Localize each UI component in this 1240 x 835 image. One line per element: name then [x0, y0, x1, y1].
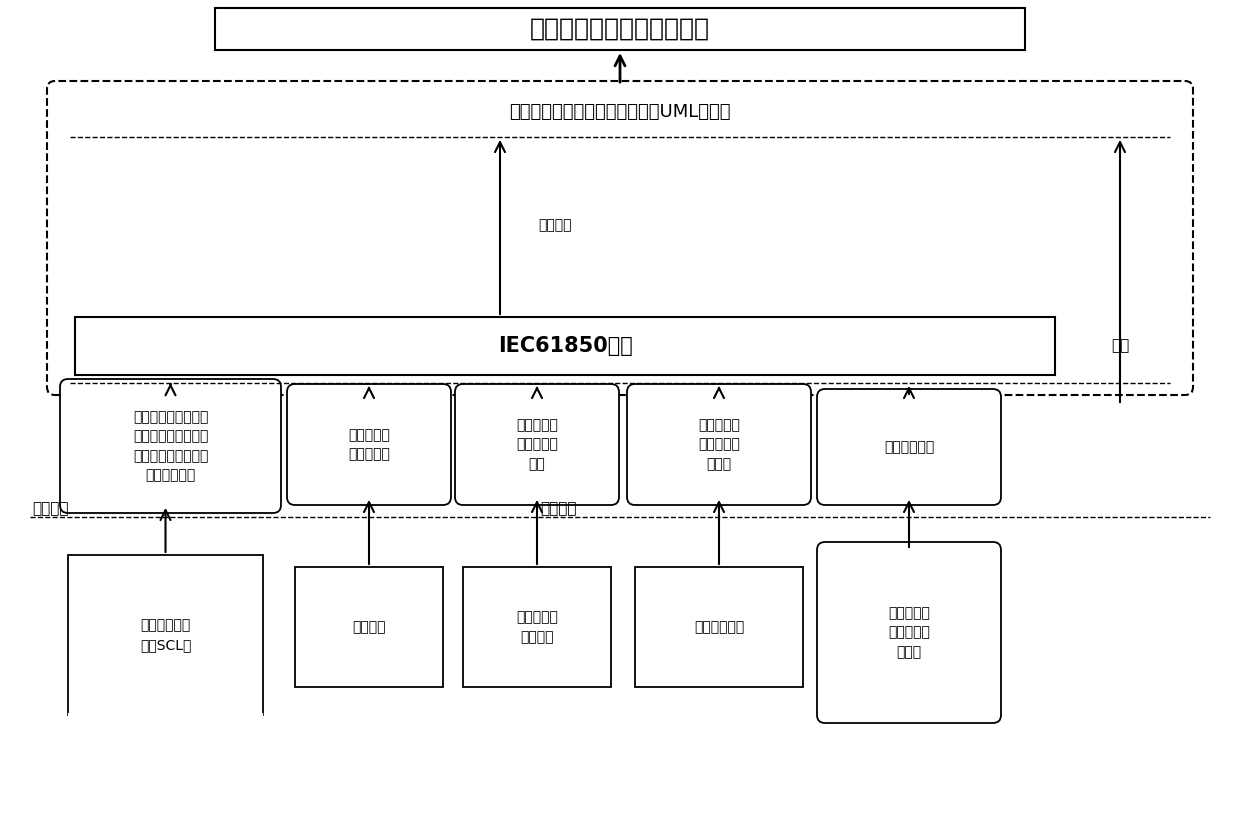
Bar: [74, 317, 1055, 375]
Text: IEC61850模型: IEC61850模型: [497, 336, 632, 356]
Text: 变电站网络
报文记录分
析系统: 变电站网络 报文记录分 析系统: [888, 606, 930, 659]
FancyBboxPatch shape: [817, 542, 1001, 723]
Text: 语义扩展: 语义扩展: [538, 218, 572, 232]
Bar: [68, 555, 263, 715]
Text: 智能组件、
合并单元: 智能组件、 合并单元: [516, 610, 558, 644]
Text: 变电站配置文
件（SCL）: 变电站配置文 件（SCL）: [140, 618, 191, 652]
Text: 智能二次装置: 智能二次装置: [694, 620, 744, 634]
FancyBboxPatch shape: [627, 384, 811, 505]
Text: 变电站一次元件和上
接线拓扑配置信息、
智能装置配置、网络
通信配置信息: 变电站一次元件和上 接线拓扑配置信息、 智能装置配置、网络 通信配置信息: [133, 410, 208, 483]
FancyBboxPatch shape: [817, 389, 1001, 505]
Bar: [463, 567, 611, 687]
Bar: [635, 567, 804, 687]
Bar: [215, 8, 1025, 50]
FancyBboxPatch shape: [455, 384, 619, 505]
Text: 智能变电站故障诊断与评估: 智能变电站故障诊断与评估: [529, 17, 711, 41]
Text: 网络通信记录: 网络通信记录: [884, 440, 934, 454]
Bar: [295, 567, 443, 687]
Text: 静态信息: 静态信息: [32, 501, 68, 516]
FancyBboxPatch shape: [47, 81, 1193, 395]
FancyBboxPatch shape: [286, 384, 451, 505]
Text: 动态信息: 动态信息: [539, 501, 577, 516]
Text: 断路器、隔
离开关状态: 断路器、隔 离开关状态: [348, 428, 389, 461]
Text: 故障诊断与评估信息模型（采用UML形式）: 故障诊断与评估信息模型（采用UML形式）: [510, 103, 730, 121]
Text: 新建: 新建: [1111, 338, 1130, 353]
Text: 智能终端: 智能终端: [352, 620, 386, 634]
Text: 一次设备运
行数据、采
样值: 一次设备运 行数据、采 样值: [516, 418, 558, 471]
FancyBboxPatch shape: [60, 379, 281, 513]
Text: 保护动作信
息，控制装
置信息: 保护动作信 息，控制装 置信息: [698, 418, 740, 471]
